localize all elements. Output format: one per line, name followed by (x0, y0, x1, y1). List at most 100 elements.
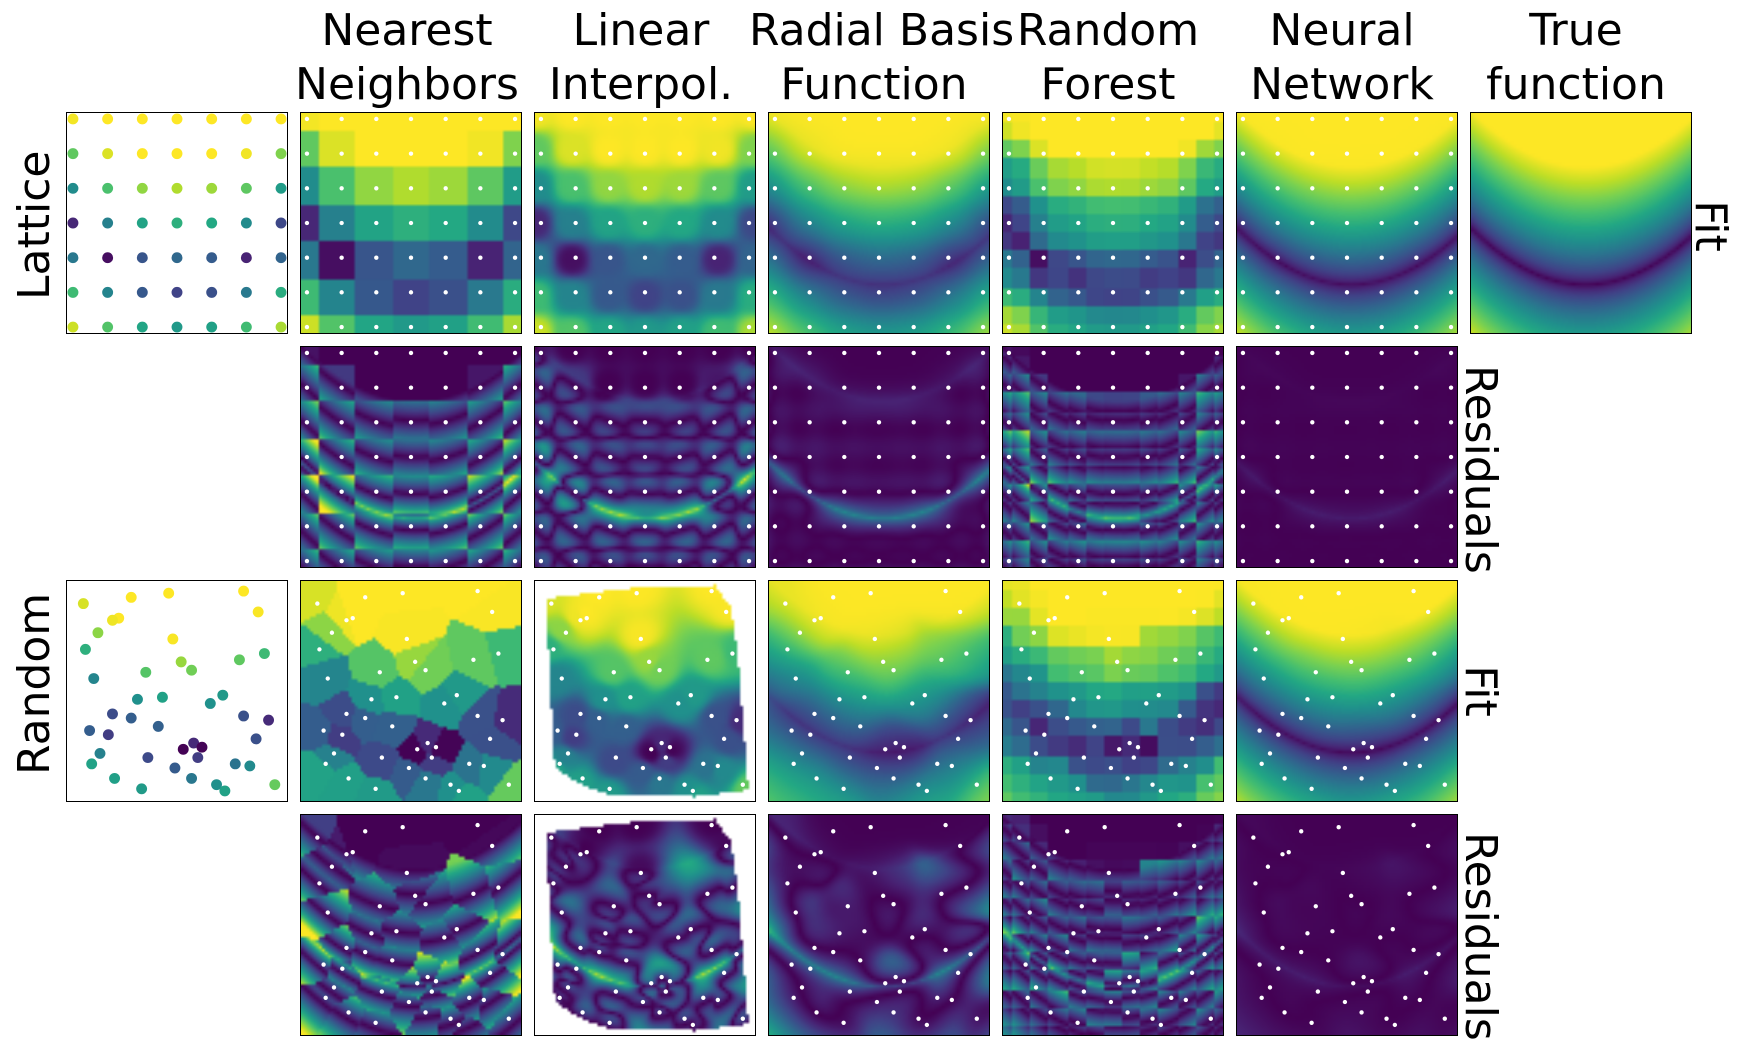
sample-point (339, 151, 344, 156)
sample-point (608, 151, 613, 156)
col-title-true-function: True function (1486, 5, 1666, 110)
sample-point (980, 420, 986, 425)
sample-point (712, 151, 717, 156)
sample-point (1075, 786, 1080, 791)
sample-point (608, 420, 613, 425)
sample-point (390, 958, 395, 963)
sample-point (584, 615, 589, 621)
sample-point (1379, 454, 1384, 460)
sample-point (659, 740, 664, 746)
sample-point (957, 609, 963, 615)
sample-point (1214, 350, 1220, 356)
sample-point (339, 524, 344, 529)
sample-point (862, 929, 867, 934)
sample-point (646, 893, 652, 899)
lattice-residuals-nearest-neighbors (300, 346, 522, 568)
sample-point (1006, 290, 1012, 295)
sample-point (943, 947, 948, 953)
sample-point (935, 995, 940, 1001)
sample-point (478, 420, 483, 425)
sample-point (136, 321, 148, 333)
sample-point (746, 420, 752, 425)
sample-point (746, 255, 752, 260)
sample-point (712, 489, 717, 494)
sample-point (152, 720, 164, 732)
sample-point (964, 651, 969, 656)
sample-point (876, 489, 882, 494)
sample-point (538, 558, 544, 564)
sample-point (408, 420, 414, 425)
random-residuals-random-forest (1002, 814, 1224, 1036)
sample-point (872, 636, 878, 642)
sample-point (911, 255, 916, 260)
sample-point (1145, 290, 1150, 295)
sample-point (1180, 290, 1185, 295)
sample-point (512, 454, 518, 460)
sample-point (538, 255, 544, 260)
sample-point (642, 255, 648, 260)
sample-point (841, 1020, 846, 1025)
sample-point (578, 852, 583, 857)
sample-point (1240, 489, 1246, 494)
sample-point (573, 385, 578, 390)
sample-point (478, 220, 483, 226)
sample-point (206, 217, 218, 229)
sample-points (1240, 116, 1454, 330)
sample-point (1359, 776, 1364, 781)
sample-point (321, 728, 326, 733)
sample-point (454, 692, 459, 698)
sample-point (206, 286, 218, 298)
sample-point (350, 849, 355, 855)
sample-point (772, 454, 778, 460)
sample-point (573, 186, 578, 191)
sample-point (910, 935, 915, 940)
sample-point (433, 745, 439, 750)
sample-point (1156, 926, 1161, 932)
sample-point (1006, 524, 1012, 529)
sample-point (1275, 420, 1280, 425)
sample-point (876, 290, 882, 295)
sample-point (709, 947, 714, 953)
sample-point (177, 743, 189, 755)
sample-point (1145, 116, 1150, 122)
sample-point (304, 489, 310, 494)
sample-point (1041, 255, 1046, 260)
sample-point (1310, 454, 1315, 460)
sample-point (911, 186, 916, 191)
sample-point (136, 217, 148, 229)
sample-point (454, 926, 459, 932)
sample-point (1071, 697, 1076, 702)
lattice-fit-nearest-neighbors (300, 112, 522, 334)
sample-point (1092, 724, 1097, 729)
sample-point (818, 615, 823, 621)
sample-point (946, 186, 951, 191)
sample-point (901, 979, 907, 984)
sample-point (443, 116, 448, 122)
sample-point (1378, 701, 1383, 706)
sample-point (785, 647, 790, 652)
sample-point (448, 782, 453, 787)
sample-point (350, 615, 355, 621)
sample-point (1275, 220, 1280, 226)
sample-point (1448, 255, 1454, 260)
sample-point (677, 324, 682, 330)
sample-point (772, 420, 778, 425)
sample-point (1041, 454, 1046, 460)
sample-point (275, 286, 287, 298)
sample-point (475, 588, 480, 594)
sample-point (911, 524, 916, 529)
sample-point (1414, 350, 1419, 356)
sample-point (1310, 324, 1315, 330)
sample-point (1379, 290, 1384, 295)
sample-point (1198, 651, 1203, 656)
sample-point (1177, 713, 1182, 719)
sample-point (772, 220, 778, 226)
sample-point (911, 454, 916, 460)
sample-point (642, 385, 648, 390)
sample-point (1081, 989, 1087, 994)
sample-point (1041, 420, 1046, 425)
sample-point (676, 701, 681, 706)
sample-point (1052, 615, 1057, 621)
sample-point (340, 966, 345, 971)
sample-point (102, 729, 114, 741)
